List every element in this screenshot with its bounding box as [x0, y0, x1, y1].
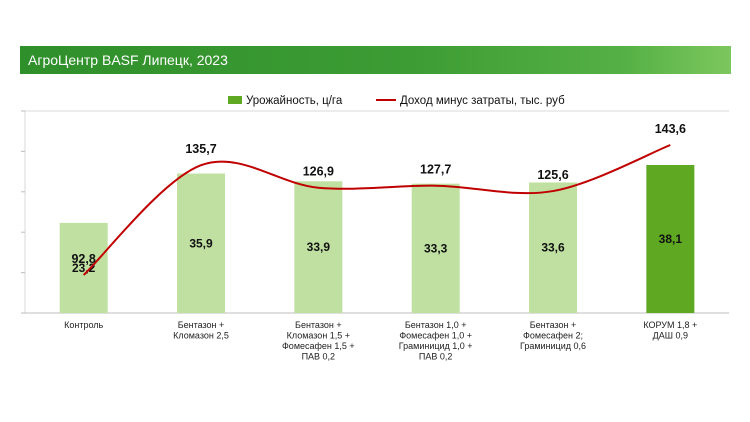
line-value-label: 143,6 [655, 122, 686, 136]
y-axis-ticks [21, 110, 25, 314]
legend-line-label: Доход минус затраты, тыс. руб [400, 95, 565, 107]
chart-title-banner: АгроЦентр BASF Липецк, 2023 [20, 46, 731, 74]
x-tick-label: Бентазон 1,0 + Фомесафен 1,0 + Граминицид … [399, 320, 473, 362]
line-value-label: 127,7 [420, 163, 451, 177]
bar-series: 23,2 35,9 33,9 33,3 33,6 38,1 [59, 165, 695, 313]
bar [294, 181, 343, 313]
bar [646, 165, 695, 313]
bar [529, 182, 577, 313]
line-value-label: 126,9 [303, 165, 334, 179]
bar [59, 222, 108, 313]
line-path [82, 144, 671, 276]
bar-value-label: 33,9 [307, 240, 331, 254]
x-tick-label: Бентазон + Кломазон 1,5 + Фомесафен 1,5 + П… [282, 320, 355, 362]
bar-value-label: 33,6 [541, 241, 565, 255]
x-axis-labels: Контроль Бентазон + Кломазон 2,5 Бентазон +… [64, 320, 697, 362]
bar [177, 173, 225, 313]
line-value-label: 135,7 [185, 142, 216, 156]
x-tick-label: Бентазон + Фомесафен 2; Граминицид 0,6 [520, 320, 586, 351]
bar-value-label: 35,9 [189, 236, 213, 250]
x-tick-label: КОРУМ 1,8 + ДАШ 0,9 [643, 320, 697, 341]
legend-bar-label: Урожайность, ц/га [246, 95, 343, 107]
line-value-label: 92,8 [71, 252, 95, 266]
bar-value-label: 23,2 [72, 261, 96, 275]
chart-title: АгроЦентр BASF Липецк, 2023 [28, 52, 228, 68]
bar-value-label: 38,1 [659, 232, 683, 246]
x-tick-label: Контроль [64, 320, 103, 330]
bar-value-label: 33,3 [424, 241, 448, 255]
legend-bar-swatch [228, 96, 242, 104]
x-tick-label: Бентазон + Кломазон 2,5 [173, 320, 229, 341]
bar [411, 183, 460, 313]
line-series: 92,8 135,7 126,9 127,7 125,6 143,6 [71, 122, 686, 276]
line-value-label: 125,6 [537, 168, 568, 182]
